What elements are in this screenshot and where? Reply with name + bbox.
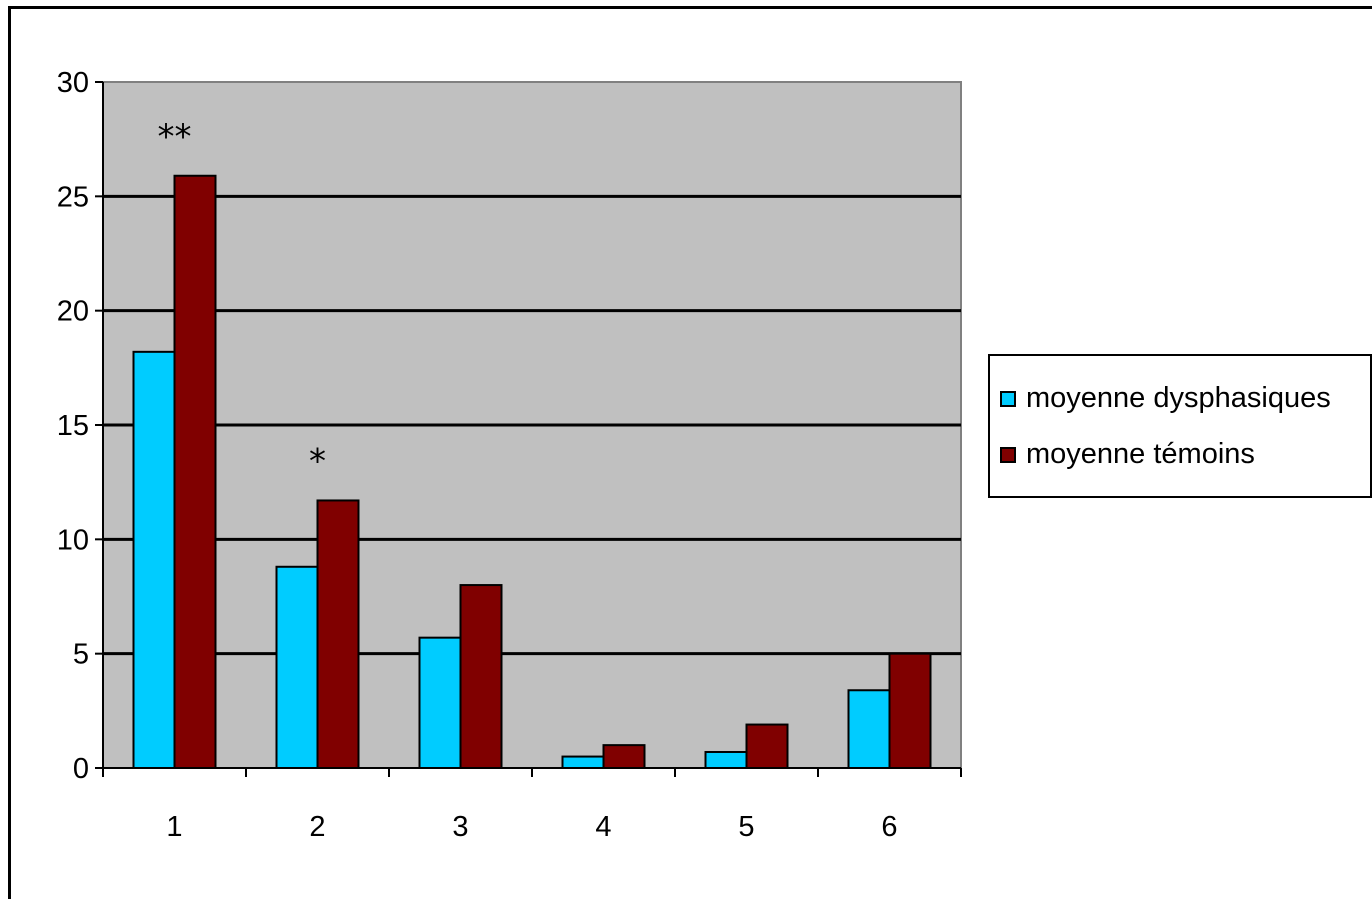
- y-tick-label: 0: [73, 753, 89, 785]
- bar-series2-cat5: [745, 723, 789, 770]
- chart-frame: [8, 6, 1372, 899]
- y-tick-label: 25: [57, 181, 89, 213]
- bar-series2-cat3: [459, 584, 503, 769]
- legend-item-dysphasiques: moyenne dysphasiques: [1000, 382, 1331, 415]
- y-tick-label: 10: [57, 524, 89, 556]
- y-tick-label: 30: [57, 67, 89, 99]
- x-tick-label: 5: [738, 811, 754, 843]
- bar-series1-cat1: [132, 350, 176, 769]
- significance-annotation: *: [309, 441, 326, 481]
- legend-swatch-temoins: [1000, 446, 1016, 463]
- y-tick-label: 15: [57, 410, 89, 442]
- bar-series1-cat6: [847, 689, 891, 770]
- x-tick-label: 1: [166, 811, 182, 843]
- x-tick-label: 2: [309, 811, 325, 843]
- bar-series2-cat4: [602, 744, 646, 770]
- legend-item-temoins: moyenne témoins: [1000, 438, 1255, 471]
- legend: moyenne dysphasiques moyenne témoins: [988, 354, 1372, 498]
- y-tick-label: 20: [57, 296, 89, 328]
- x-tick-label: 4: [595, 811, 611, 843]
- x-tick-label: 6: [881, 811, 897, 843]
- significance-annotation: **: [158, 117, 192, 157]
- legend-swatch-dysphasiques: [1000, 390, 1016, 407]
- x-tick-label: 3: [452, 811, 468, 843]
- bar-series1-cat2: [275, 565, 319, 769]
- legend-label-temoins: moyenne témoins: [1026, 438, 1255, 470]
- bar-series1-cat3: [418, 636, 462, 769]
- legend-label-dysphasiques: moyenne dysphasiques: [1026, 382, 1331, 414]
- bar-series2-cat1: [173, 174, 217, 769]
- bar-series1-cat5: [704, 750, 748, 770]
- bar-series2-cat2: [316, 499, 360, 769]
- bar-series1-cat4: [561, 755, 605, 769]
- y-tick-label: 5: [73, 639, 89, 671]
- bar-series2-cat6: [888, 652, 932, 770]
